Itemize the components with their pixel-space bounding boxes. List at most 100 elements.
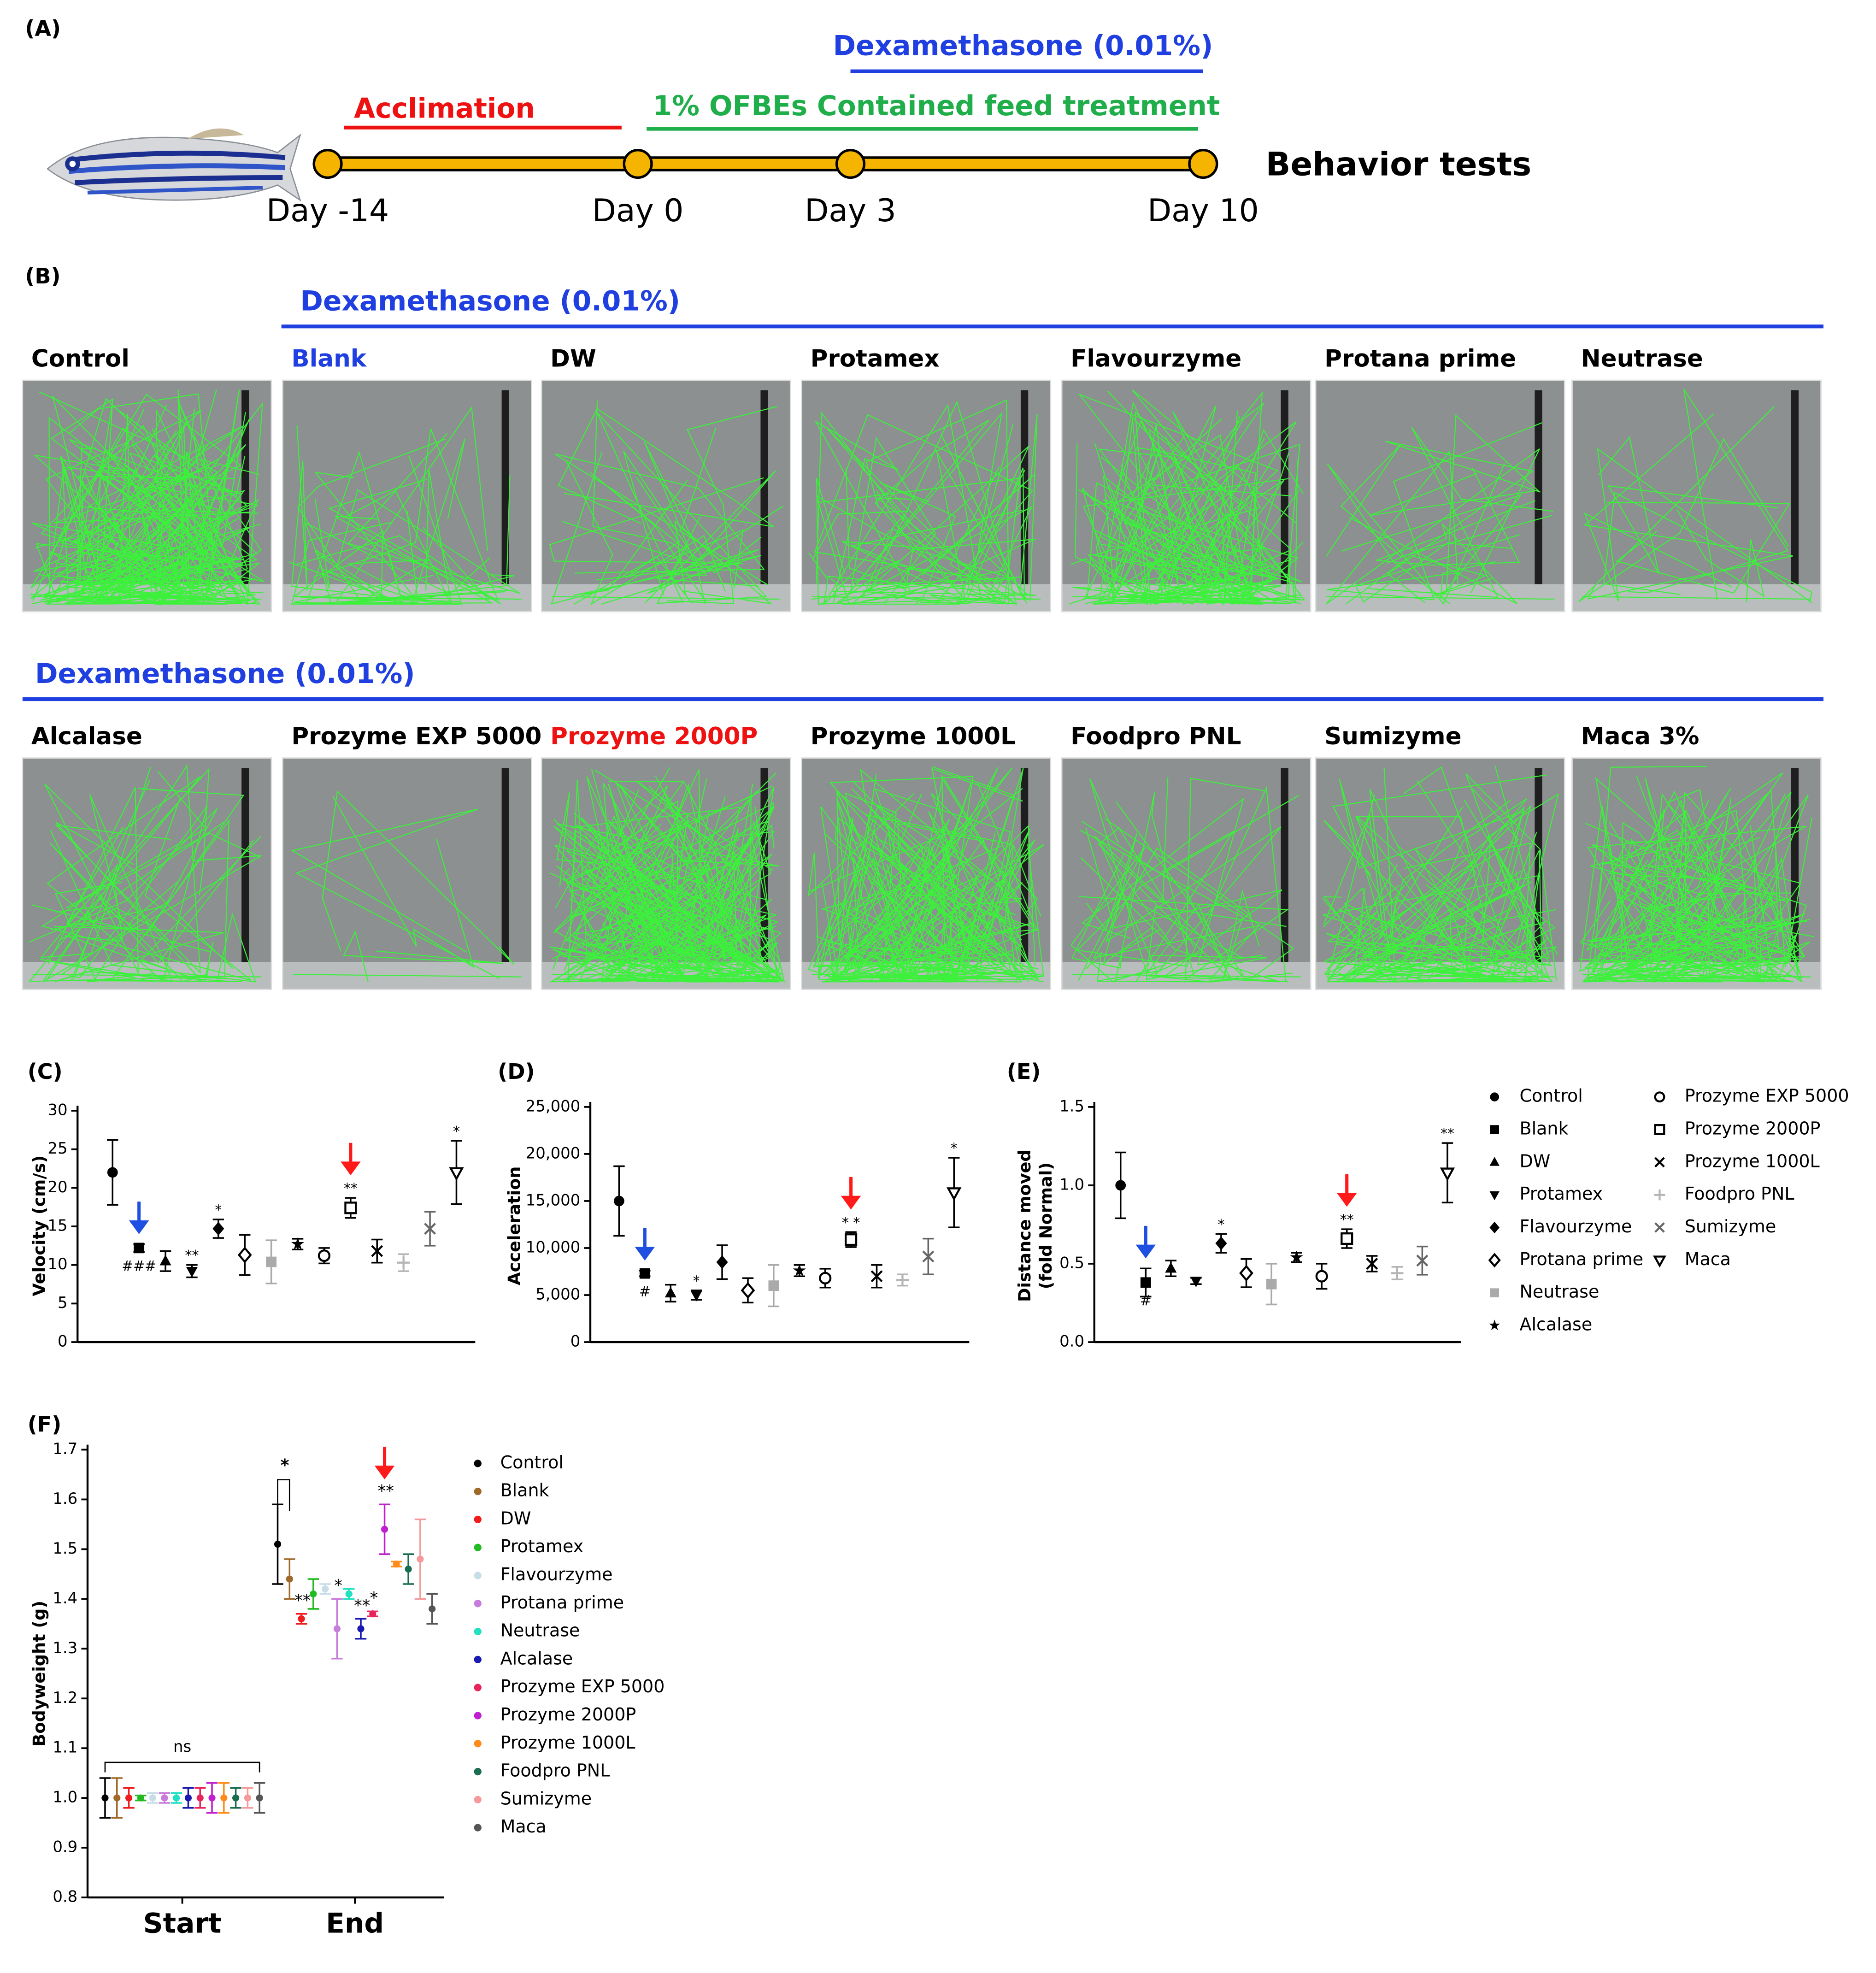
significance-label: ###	[122, 1258, 156, 1274]
legend-label: Prozyme 1000L	[1685, 1151, 1820, 1171]
group-label: Blank	[291, 345, 367, 373]
tank-edge	[760, 390, 768, 584]
panel-label: (F)	[28, 1412, 62, 1437]
y-tick-label: 1.2	[53, 1689, 77, 1707]
group-label: Prozyme 1000L	[811, 723, 1016, 750]
legend-marker	[1653, 1255, 1666, 1268]
highlight-arrow-head	[341, 1161, 361, 1176]
fish-track	[291, 790, 522, 982]
x-tick-label: End	[326, 1908, 384, 1939]
panel-label: (C)	[28, 1059, 63, 1084]
legend-marker	[1654, 1189, 1665, 1201]
significance-label: **	[354, 1596, 370, 1615]
data-point	[1391, 1266, 1404, 1280]
data-point	[196, 1794, 204, 1802]
y-tick-label: 20	[47, 1178, 67, 1196]
data-point	[768, 1280, 779, 1291]
significance-label: **	[1340, 1212, 1354, 1228]
legend-marker	[474, 1600, 482, 1608]
data-point	[333, 1625, 341, 1632]
data-point	[716, 1255, 728, 1269]
legend-label: Blank	[500, 1480, 549, 1501]
data-point	[1440, 1167, 1455, 1181]
legend-marker	[1490, 1288, 1500, 1297]
data-point	[741, 1282, 755, 1299]
fish-track	[28, 764, 262, 983]
legend-label: Flavourzyme	[1520, 1216, 1632, 1237]
legend-label: Prozyme EXP 5000	[1685, 1086, 1849, 1106]
legend-marker	[1489, 1157, 1500, 1166]
tank-edge	[501, 390, 509, 584]
legend-marker	[474, 1655, 482, 1664]
legend-marker	[474, 1796, 482, 1803]
tank-edge	[1791, 390, 1799, 584]
y-axis-label: Acceleration	[505, 1166, 524, 1285]
fish-track	[1578, 766, 1815, 983]
fish-track	[1070, 777, 1301, 983]
data-point	[344, 1201, 357, 1214]
tank-border	[801, 757, 1052, 990]
data-point	[237, 1246, 252, 1264]
timeline-node	[312, 148, 343, 179]
legend-marker	[1654, 1222, 1665, 1233]
legend-label: Protamex	[1520, 1184, 1603, 1204]
tank-edge	[241, 390, 249, 584]
data-point	[429, 1605, 436, 1613]
legend-label: Foodpro PNL	[500, 1761, 610, 1781]
tank-border	[1061, 379, 1311, 613]
significance-label: **	[185, 1248, 199, 1264]
data-point	[947, 1187, 962, 1201]
data-point	[870, 1270, 883, 1283]
data-point	[369, 1610, 376, 1618]
group-label: Prozyme EXP 5000	[291, 723, 541, 750]
tank-border	[282, 757, 532, 990]
data-point	[1290, 1250, 1303, 1263]
fish-track	[1578, 389, 1813, 604]
y-tick-label: 1.5	[53, 1539, 77, 1557]
data-point	[793, 1264, 806, 1276]
highlight-arrow-head	[1135, 1244, 1156, 1259]
significance-label: *	[215, 1202, 222, 1218]
legend-label: Sumizyme	[500, 1788, 592, 1808]
panel-label: (E)	[1007, 1059, 1041, 1084]
significance-label: *	[693, 1273, 700, 1289]
tank-image	[1316, 380, 1565, 612]
data-point	[137, 1794, 144, 1802]
group-label: Maca 3%	[1581, 723, 1699, 750]
group-label: DW	[550, 345, 596, 373]
significance-label: **	[378, 1482, 394, 1501]
y-tick-label: 10	[47, 1255, 67, 1273]
x-tick-label: Start	[143, 1908, 222, 1939]
comparison-bracket	[277, 1479, 290, 1511]
data-point	[291, 1237, 305, 1250]
y-tick-label: 0	[58, 1332, 68, 1350]
legend-label: Sumizyme	[1685, 1216, 1776, 1237]
legend-label: Neutrase	[500, 1620, 580, 1641]
comparison-label: ns	[173, 1737, 191, 1755]
data-point	[1315, 1270, 1328, 1283]
legend-marker	[474, 1712, 482, 1720]
data-point	[896, 1273, 909, 1287]
data-point	[256, 1794, 263, 1802]
comparison-label: *	[281, 1455, 289, 1475]
fish-track	[807, 766, 1044, 983]
data-point	[1266, 1278, 1277, 1290]
legend-marker	[474, 1460, 482, 1467]
significance-label: *	[334, 1576, 342, 1595]
data-point	[1366, 1258, 1378, 1270]
legend-marker	[1489, 1221, 1500, 1234]
legend-label: Prozyme 2000P	[500, 1704, 636, 1725]
data-point	[173, 1794, 180, 1802]
tank-border	[1315, 379, 1565, 613]
data-point	[134, 1243, 145, 1254]
y-tick-label: 0	[570, 1332, 581, 1350]
fish-track	[289, 406, 522, 606]
timeline-bar	[326, 156, 1205, 171]
data-point	[345, 1590, 353, 1598]
data-point	[357, 1625, 365, 1632]
group-label: Alcalase	[31, 723, 142, 750]
timeline-node	[623, 148, 653, 179]
group-label: Neutrase	[1581, 345, 1703, 373]
